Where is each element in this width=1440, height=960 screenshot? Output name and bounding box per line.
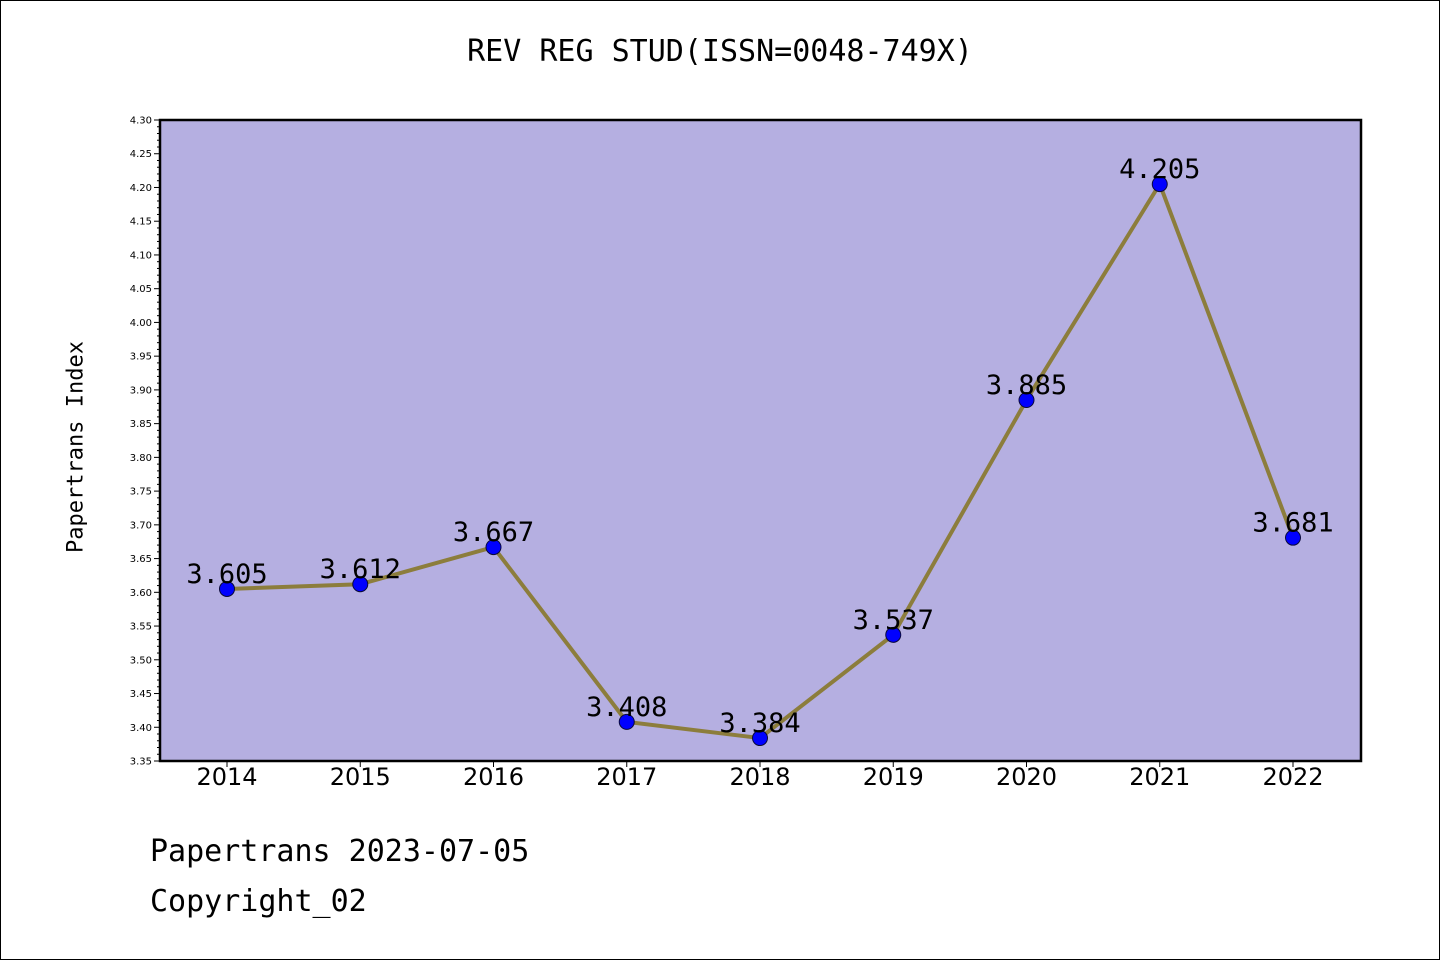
y-tick-label: 3.40 (130, 723, 152, 734)
data-point (352, 576, 369, 593)
x-tick-label: 2014 (196, 763, 257, 791)
y-tick-label: 3.55 (130, 622, 152, 633)
footer-copyright: Copyright_02 (150, 884, 367, 919)
data-label: 3.612 (320, 554, 401, 585)
y-tick-label: 4.20 (130, 183, 152, 194)
data-label: 3.605 (186, 559, 267, 590)
y-tick-label: 3.60 (130, 588, 152, 599)
data-label: 3.681 (1252, 508, 1333, 539)
data-point (485, 539, 502, 556)
y-tick-label: 3.75 (130, 487, 152, 498)
y-tick-label: 4.15 (130, 217, 152, 228)
data-point (1151, 176, 1168, 193)
y-tick-label: 4.30 (130, 116, 152, 127)
footer-date: Papertrans 2023-07-05 (150, 834, 530, 869)
data-label: 3.667 (453, 517, 534, 548)
data-label: 3.885 (986, 370, 1067, 401)
y-tick-label: 4.05 (130, 284, 152, 295)
data-point (752, 730, 768, 747)
x-tick-label: 2019 (863, 763, 924, 791)
data-label: 4.205 (1119, 154, 1200, 185)
x-tick-label: 2021 (1129, 763, 1190, 791)
y-tick-label: 3.90 (130, 385, 152, 396)
data-point (219, 580, 235, 597)
x-tick-label: 2017 (596, 763, 657, 791)
y-tick-label: 3.35 (130, 757, 152, 768)
x-tick-label: 2022 (1262, 763, 1323, 791)
y-tick-label: 3.95 (130, 352, 152, 363)
data-label: 3.408 (586, 692, 667, 723)
y-tick-label: 3.65 (130, 554, 152, 565)
data-point (885, 626, 902, 643)
y-tick-label: 3.70 (130, 520, 152, 531)
y-tick-label: 4.25 (130, 149, 152, 160)
y-tick-label: 3.80 (130, 453, 152, 464)
y-tick-label: 3.50 (130, 655, 152, 666)
x-tick-label: 2016 (463, 763, 524, 791)
x-tick-label: 2018 (729, 763, 790, 791)
chart-title: REV REG STUD(ISSN=0048-749X) (467, 34, 973, 69)
data-point (1285, 529, 1301, 546)
x-tick-label: 2020 (996, 763, 1057, 791)
y-tick-label: 3.85 (130, 419, 152, 430)
plot-border (158, 118, 1363, 763)
data-point (618, 713, 635, 730)
data-label: 3.384 (719, 708, 800, 739)
data-label: 3.537 (853, 605, 934, 636)
y-tick-label: 4.00 (130, 318, 152, 329)
y-tick-label: 4.10 (130, 250, 152, 261)
data-point (1018, 392, 1035, 409)
y-tick-label: 3.45 (130, 689, 152, 700)
plot-area (160, 120, 1361, 761)
x-tick-label: 2015 (330, 763, 391, 791)
